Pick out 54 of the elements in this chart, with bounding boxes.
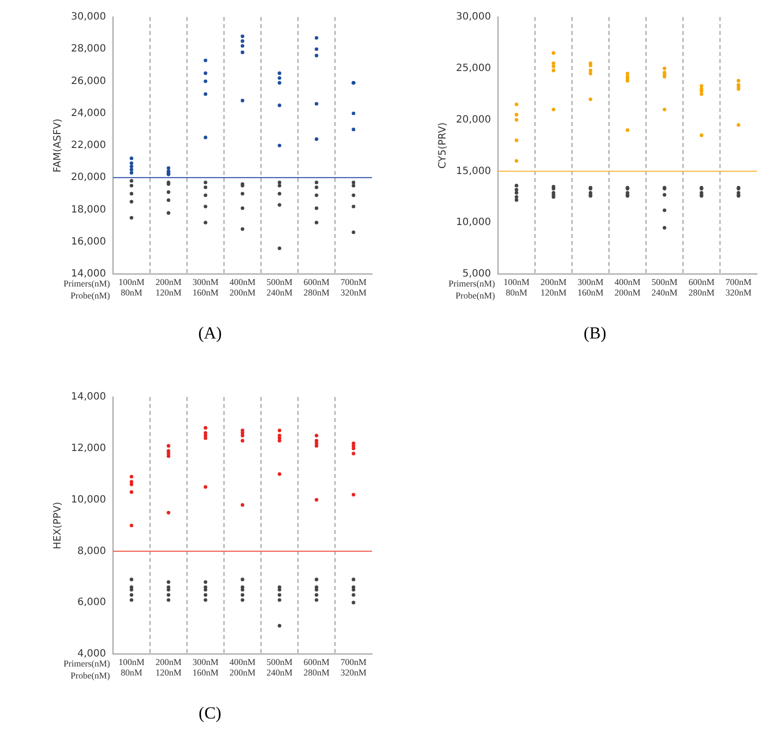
x-tick-label: 100nM 80nM bbox=[118, 276, 144, 298]
text: Probe(nM) bbox=[455, 290, 495, 300]
y-tick-label: 28,000 bbox=[70, 44, 106, 55]
y-tick-label: 24,000 bbox=[70, 108, 106, 119]
y-tick-label: 4,000 bbox=[77, 648, 106, 660]
y-tick-label: 30,000 bbox=[456, 12, 491, 23]
y-tick-label: 6,000 bbox=[77, 597, 106, 608]
y-tick-label: 15,000 bbox=[456, 166, 491, 177]
y-tick-label: 10,000 bbox=[70, 494, 106, 506]
x-tick-label: 300nM 160nM bbox=[192, 656, 218, 678]
x-tick-label: 600nM 280nM bbox=[303, 276, 330, 298]
text: Primers(nM) bbox=[448, 278, 495, 288]
y-tick-label: 20,000 bbox=[456, 114, 491, 126]
x-tick-label: 700nM 320nM bbox=[340, 656, 367, 678]
x-tick-label: 200nM 120nM bbox=[155, 656, 182, 678]
y-tick-label: 25,000 bbox=[456, 62, 491, 74]
x-tick-label: 300nM 160nM bbox=[577, 276, 604, 298]
x-tick-label: 500nM 240nM bbox=[651, 276, 678, 298]
text: Probe(nM) bbox=[70, 670, 110, 680]
y-axis-title: CY5(PRV) bbox=[438, 122, 449, 169]
text: (A) bbox=[198, 323, 222, 342]
text: Primers(nM) bbox=[63, 278, 110, 288]
y-tick-label: 16,000 bbox=[70, 236, 106, 248]
y-tick-label: 5,000 bbox=[462, 268, 491, 280]
y-tick-label: 18,000 bbox=[70, 204, 106, 216]
text: (C) bbox=[198, 703, 222, 722]
x-tick-label: 500nM 240nM bbox=[266, 656, 293, 678]
y-tick-label: 22,000 bbox=[70, 140, 106, 152]
y-tick-label: 12,000 bbox=[70, 442, 106, 454]
y-tick-label: 10,000 bbox=[456, 217, 491, 228]
y-tick-label: 8,000 bbox=[77, 546, 106, 557]
y-axis-title: FAM(ASFV) bbox=[52, 118, 64, 172]
text: Probe(nM) bbox=[70, 290, 110, 300]
x-tick-label: 400nM 200nM bbox=[229, 276, 256, 298]
x-tick-label: 500nM 240nM bbox=[266, 276, 293, 298]
x-tick-label: 400nM 200nM bbox=[229, 656, 256, 678]
y-axis-title: HEX(PPV) bbox=[52, 502, 64, 550]
y-tick-label: 30,000 bbox=[70, 12, 106, 23]
x-tick-label: 400nM 200nM bbox=[614, 276, 641, 298]
y-tick-label: 20,000 bbox=[70, 172, 106, 184]
y-tick-label: 14,000 bbox=[70, 392, 106, 403]
x-tick-label: 700nM 320nM bbox=[725, 276, 752, 298]
text: (B) bbox=[584, 323, 606, 342]
x-tick-label: 100nM 80nM bbox=[503, 276, 530, 298]
x-tick-label: 200nM 120nM bbox=[155, 276, 182, 298]
x-tick-label: 600nM 280nM bbox=[688, 276, 715, 298]
y-tick-label: 14,000 bbox=[70, 268, 106, 280]
text: Primers(nM) bbox=[63, 658, 110, 668]
x-tick-label: 100nM 80nM bbox=[118, 656, 144, 678]
x-tick-label: 600nM 280nM bbox=[303, 656, 330, 678]
x-tick-label: 300nM 160nM bbox=[192, 276, 218, 298]
x-tick-label: 700nM 320nM bbox=[340, 276, 367, 298]
x-tick-label: 200nM 120nM bbox=[540, 276, 566, 298]
y-tick-label: 26,000 bbox=[70, 76, 106, 87]
